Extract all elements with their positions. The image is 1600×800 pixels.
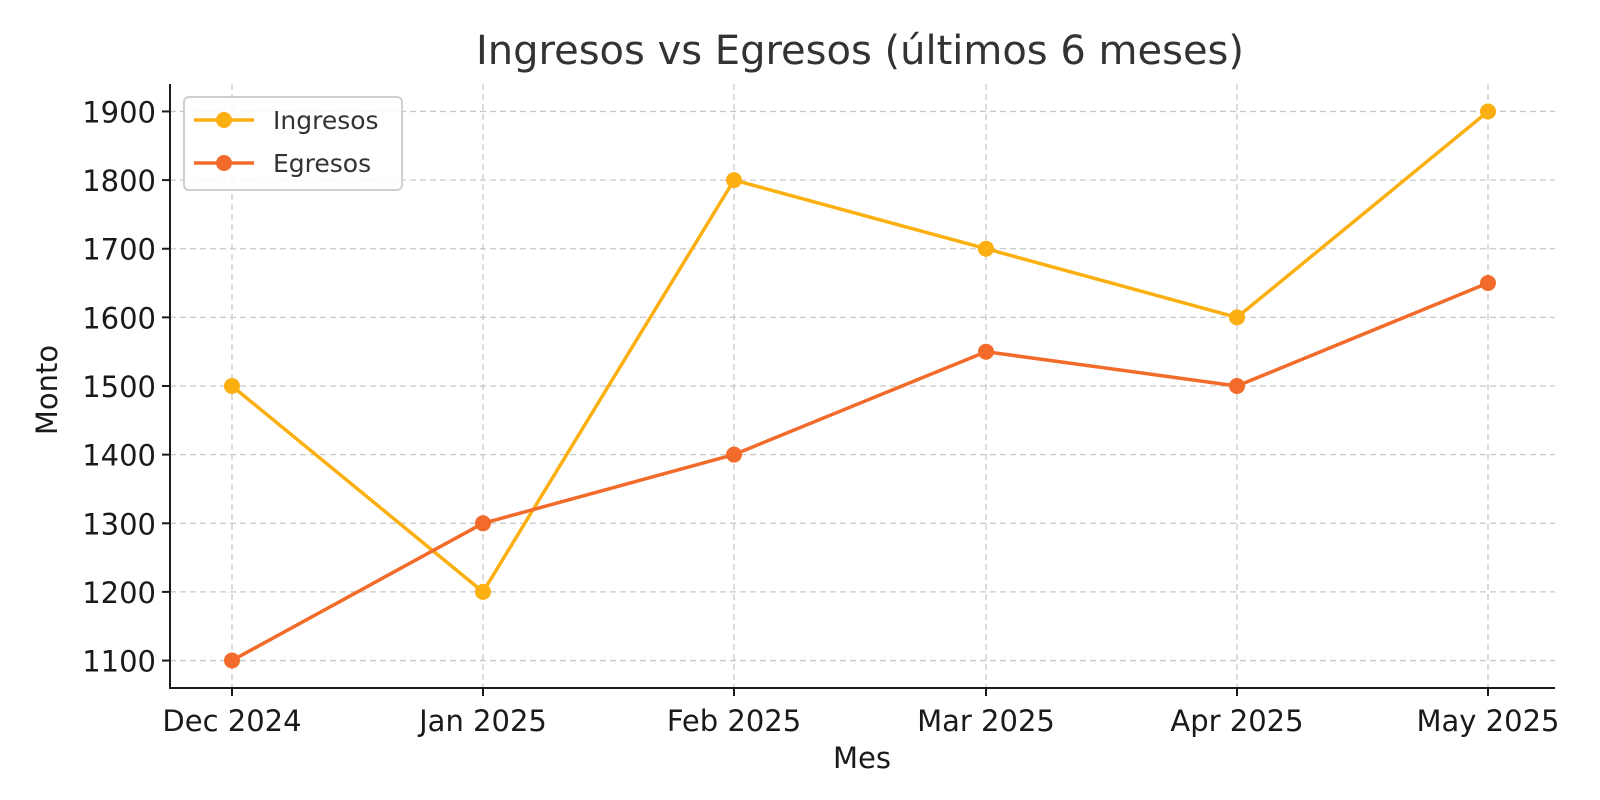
- series-egresos: [224, 275, 1496, 669]
- series-ingresos: [224, 103, 1496, 600]
- axes: [169, 84, 1555, 689]
- x-axis-label: Mes: [833, 741, 891, 775]
- chart-title: Ingresos vs Egresos (últimos 6 meses): [476, 28, 1244, 74]
- tick-labels: Dec 2024 Jan 2025 Feb 2025 Mar 2025 Apr 2025…: [82, 95, 1559, 738]
- y-tick-label: 1300: [82, 507, 156, 541]
- data-point-ingresos: [224, 378, 240, 394]
- y-tick-label: 1400: [82, 439, 156, 473]
- y-tick-label: 1900: [82, 95, 156, 129]
- x-tick-label: Feb 2025: [667, 704, 801, 738]
- legend-marker-egresos: [216, 155, 232, 171]
- data-point-ingresos: [978, 240, 994, 257]
- data-point-egresos: [475, 515, 491, 532]
- series-line-egresos: [231, 281, 1489, 663]
- data-point-ingresos: [726, 172, 742, 189]
- data-point-ingresos: [1229, 309, 1245, 326]
- legend: Ingresos Egresos: [183, 96, 403, 191]
- y-tick-label: 1200: [82, 576, 156, 610]
- y-axis-label: Monto: [30, 345, 64, 435]
- legend-label-egresos: Egresos: [273, 149, 371, 178]
- series-line-ingresos: [230, 110, 1490, 594]
- data-point-egresos: [726, 446, 742, 463]
- series-layer: [224, 103, 1496, 669]
- y-tick-label: 1700: [82, 233, 156, 267]
- data-point-egresos: [1480, 275, 1496, 291]
- data-point-egresos: [978, 343, 994, 360]
- legend-marker-ingresos: [216, 112, 232, 128]
- x-tick-label: Jan 2025: [417, 704, 547, 738]
- x-tick-label: Mar 2025: [917, 704, 1055, 738]
- y-tick-label: 1100: [82, 645, 156, 679]
- data-point-ingresos: [475, 583, 491, 600]
- y-tick-label: 1500: [82, 370, 156, 404]
- axis-spines: [169, 84, 1555, 689]
- legend-label-ingresos: Ingresos: [273, 106, 379, 135]
- data-point-ingresos: [1480, 103, 1496, 120]
- x-tick-label: May 2025: [1417, 704, 1560, 738]
- x-tick-label: Dec 2024: [162, 704, 301, 738]
- data-point-egresos: [224, 652, 240, 669]
- x-tick-label: Apr 2025: [1170, 704, 1303, 738]
- y-tick-label: 1600: [82, 301, 156, 335]
- y-tick-label: 1800: [82, 164, 156, 198]
- data-point-egresos: [1229, 378, 1245, 394]
